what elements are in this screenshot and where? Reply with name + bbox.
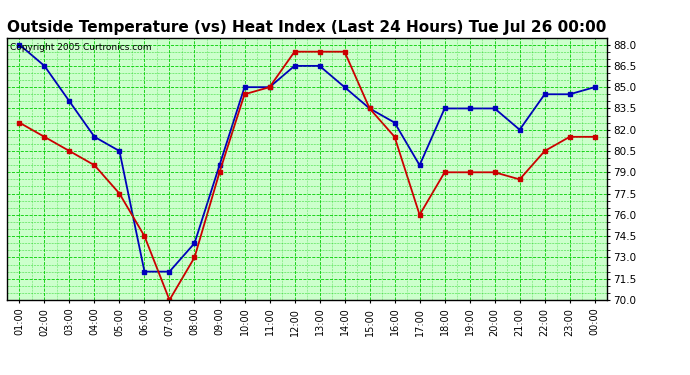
Text: Copyright 2005 Curtronics.com: Copyright 2005 Curtronics.com [10,43,151,52]
Title: Outside Temperature (vs) Heat Index (Last 24 Hours) Tue Jul 26 00:00: Outside Temperature (vs) Heat Index (Las… [8,20,607,35]
